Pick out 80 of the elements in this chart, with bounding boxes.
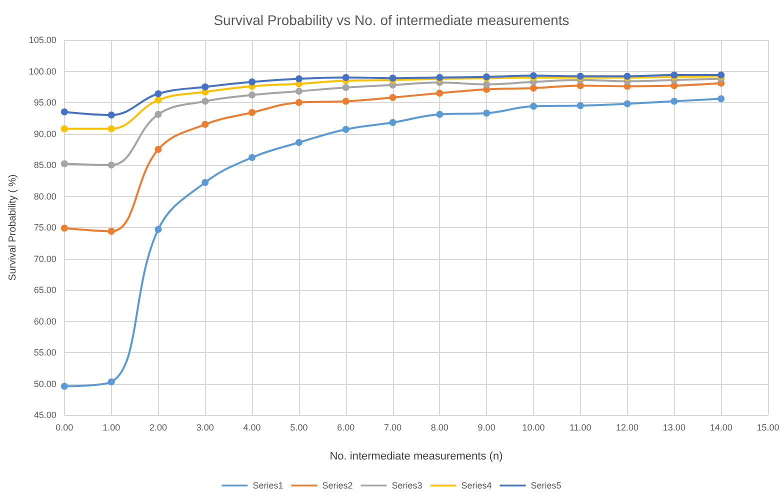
x-tick-label: 0.00	[56, 422, 74, 432]
legend-label: Series5	[530, 480, 562, 490]
y-tick-label: 70.00	[34, 254, 56, 264]
x-tick-label: 10.00	[522, 422, 545, 432]
point	[202, 98, 209, 105]
x-tick-label: 7.00	[384, 422, 402, 432]
legend-label: Series3	[392, 480, 422, 490]
point	[436, 90, 444, 97]
point	[342, 126, 350, 133]
y-tick-label: 95.00	[34, 98, 56, 108]
point	[60, 160, 68, 168]
point	[342, 84, 350, 91]
point	[248, 109, 256, 116]
legend-label: Series4	[461, 480, 492, 490]
legend-label: Series1	[252, 480, 284, 490]
x-tick-label: 4.00	[243, 422, 261, 432]
point	[389, 94, 396, 101]
point	[60, 108, 68, 116]
x-tick-label: 2.00	[149, 422, 168, 432]
point	[60, 382, 68, 390]
point	[389, 119, 396, 126]
point	[60, 224, 68, 232]
x-tick-label: 1.00	[102, 422, 120, 432]
point	[154, 110, 162, 118]
point	[295, 88, 302, 95]
y-tick-label: 90.00	[34, 128, 56, 139]
x-tick-label: 3.00	[196, 422, 214, 432]
point	[154, 146, 162, 153]
y-axis-title: Survival Probability ( %)	[8, 174, 18, 281]
point	[670, 98, 678, 105]
point	[154, 226, 162, 233]
point	[530, 84, 537, 92]
x-axis-title: No. intermediate measurements (n)	[330, 450, 503, 462]
point	[342, 98, 350, 105]
y-tick-label: 65.00	[34, 285, 56, 295]
point	[295, 75, 302, 82]
point	[295, 99, 302, 106]
point	[108, 112, 115, 118]
point	[576, 102, 584, 110]
point	[154, 90, 162, 98]
x-tick-label: 12.00	[616, 422, 639, 432]
y-tick-label: 105.00	[28, 35, 56, 45]
y-tick-label: 75.00	[34, 222, 56, 232]
point	[342, 74, 350, 81]
chart-title: Survival Probability vs No. of intermediate measurements	[214, 12, 570, 28]
x-tick-label: 5.00	[290, 422, 308, 432]
x-tick-label: 15.00	[756, 422, 780, 432]
point	[248, 154, 256, 161]
point	[108, 378, 115, 386]
point	[202, 120, 209, 128]
point	[108, 228, 115, 235]
point	[718, 95, 725, 102]
point	[108, 162, 115, 168]
x-tick-label: 9.00	[478, 422, 496, 432]
point	[202, 83, 209, 90]
x-tick-label: 11.00	[569, 422, 592, 432]
y-tick-label: 80.00	[34, 191, 56, 202]
point	[295, 139, 302, 146]
point	[624, 100, 631, 108]
x-tick-label: 6.00	[337, 422, 355, 432]
point	[436, 110, 444, 118]
y-tick-label: 85.00	[34, 160, 56, 170]
point	[108, 125, 115, 132]
point	[154, 96, 162, 104]
legend-label: Series2	[322, 480, 353, 490]
point	[530, 102, 537, 110]
y-tick-label: 45.00	[34, 410, 56, 420]
point	[248, 92, 256, 98]
x-tick-label: 13.00	[662, 422, 686, 432]
x-tick-label: 8.00	[430, 422, 448, 432]
point	[483, 80, 490, 88]
y-tick-label: 60.00	[34, 316, 56, 326]
point	[483, 110, 490, 117]
y-tick-label: 100.00	[28, 66, 56, 76]
y-tick-label: 55.00	[34, 348, 56, 358]
point	[202, 179, 209, 186]
x-tick-label: 14.00	[710, 422, 732, 432]
y-tick-label: 50.00	[34, 378, 56, 389]
point	[248, 78, 256, 86]
point	[60, 125, 68, 132]
